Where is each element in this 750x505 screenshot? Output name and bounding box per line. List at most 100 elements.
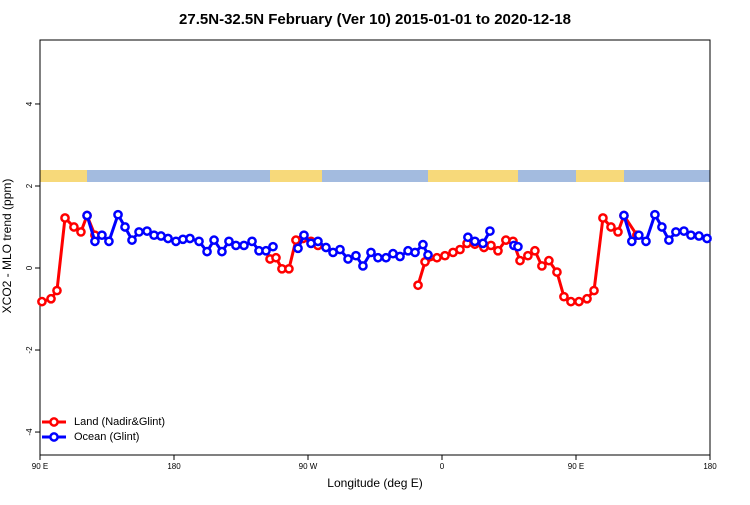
data-point — [381, 252, 391, 263]
y-axis-label: XCO2 - MLO trend (ppm) — [0, 179, 14, 314]
data-point — [702, 233, 712, 244]
data-point — [373, 252, 383, 263]
data-point — [82, 210, 92, 221]
data-point — [633, 230, 644, 241]
data-point — [217, 246, 227, 257]
x-tick-label: 90 E — [568, 462, 584, 471]
chart-title: 27.5N-32.5N February (Ver 10) 2015-01-01… — [179, 11, 571, 28]
data-point — [104, 236, 114, 247]
legend-marker — [49, 432, 59, 442]
y-tick-label: -4 — [25, 428, 34, 436]
data-point — [60, 213, 70, 223]
data-point — [358, 261, 368, 271]
data-point — [589, 285, 599, 296]
data-point — [395, 251, 405, 262]
data-point — [321, 242, 331, 253]
data-point — [343, 254, 353, 264]
data-point — [410, 247, 420, 258]
y-tick-label: 2 — [25, 183, 34, 188]
data-point — [418, 239, 428, 250]
data-point — [113, 209, 123, 220]
data-point — [566, 296, 576, 307]
data-point — [335, 244, 345, 255]
data-point — [202, 246, 212, 257]
data-point — [90, 236, 100, 247]
data-point — [231, 240, 241, 251]
data-point — [513, 241, 523, 252]
x-tick-label: 90 E — [32, 462, 48, 471]
data-point — [523, 250, 533, 261]
data-point — [423, 250, 433, 260]
data-point — [478, 238, 488, 249]
data-point — [247, 236, 257, 247]
data-point — [268, 241, 278, 252]
data-point — [679, 226, 689, 236]
data-point — [619, 210, 629, 221]
land-ocean-strip — [40, 170, 710, 182]
x-tick-label: 180 — [167, 462, 181, 471]
data-point — [486, 240, 496, 251]
data-point — [97, 230, 107, 241]
x-tick-label: 90 W — [299, 462, 318, 471]
data-point — [470, 236, 480, 247]
data-point — [582, 293, 592, 304]
x-axis-label: Longitude (deg E) — [327, 476, 422, 490]
data-point — [284, 263, 294, 274]
data-point — [293, 243, 303, 254]
data-point — [239, 240, 249, 251]
data-point — [366, 247, 376, 258]
data-point — [413, 280, 423, 291]
data-point — [142, 226, 152, 236]
data-point — [299, 230, 309, 241]
data-point — [224, 236, 234, 247]
data-point — [686, 230, 696, 241]
data-point — [52, 285, 62, 296]
data-point — [657, 222, 667, 232]
data-point — [351, 250, 361, 261]
data-point — [559, 291, 569, 302]
data-point — [127, 235, 137, 245]
data-point — [574, 296, 584, 307]
series-line — [41, 211, 97, 304]
data-point — [485, 226, 495, 236]
data-point — [69, 222, 79, 232]
data-point — [530, 245, 540, 256]
data-point — [76, 227, 86, 237]
data-point — [552, 267, 562, 277]
data-point — [606, 222, 616, 232]
data-point — [37, 296, 47, 307]
data-point — [432, 252, 442, 263]
x-tick-label: 180 — [703, 462, 717, 471]
data-point — [664, 235, 674, 245]
data-point — [626, 236, 637, 247]
data-point — [163, 233, 173, 244]
data-point — [185, 233, 195, 244]
data-point — [493, 245, 503, 256]
data-point — [598, 213, 608, 223]
data-point — [463, 232, 473, 243]
y-tick-label: -2 — [25, 346, 34, 354]
data-point — [544, 255, 554, 266]
data-point — [455, 244, 465, 255]
data-point — [641, 236, 651, 247]
y-tick-label: 4 — [25, 101, 34, 106]
data-point — [134, 227, 144, 237]
data-point — [209, 235, 219, 245]
data-point — [120, 222, 130, 232]
data-point — [261, 245, 271, 256]
data-point — [440, 250, 450, 261]
legend-marker — [49, 417, 59, 427]
legend-label: Ocean (Glint) — [74, 431, 139, 443]
data-point — [537, 261, 547, 271]
data-point — [194, 236, 204, 247]
data-point — [515, 255, 525, 266]
data-point — [271, 252, 281, 263]
plot-frame — [39, 39, 711, 456]
data-point — [671, 227, 681, 237]
data-point — [313, 236, 323, 247]
y-tick-label: 0 — [25, 265, 34, 270]
data-point — [650, 209, 660, 220]
data-point — [46, 293, 56, 304]
legend-label: Land (Nadir&Glint) — [74, 416, 165, 428]
